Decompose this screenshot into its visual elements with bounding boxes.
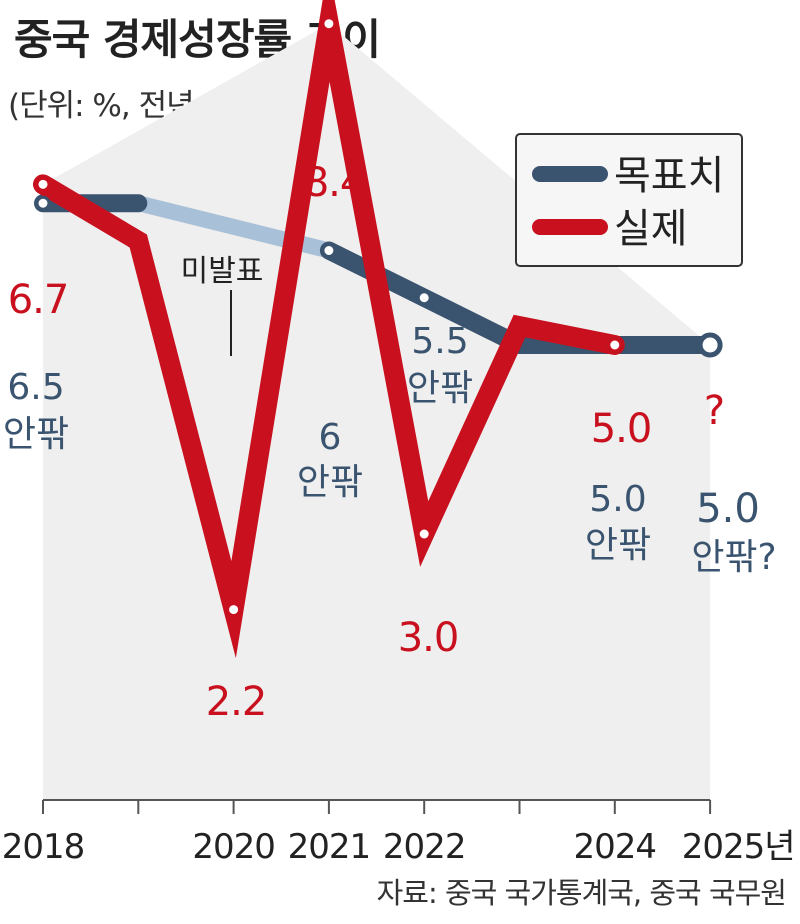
- x-tick-label: 2021: [288, 827, 371, 867]
- actual-marker: [416, 526, 432, 542]
- target-label-2022-value: 5.5: [411, 321, 468, 362]
- actual-marker: [35, 176, 51, 192]
- target-label-2018-suffix: 안팎: [3, 414, 69, 455]
- target-label-2021-value: 6: [319, 417, 342, 458]
- source-note: 자료: 중국 국가통계국, 중국 국무원: [376, 876, 787, 910]
- actual-label-2018: 6.7: [8, 277, 69, 323]
- markers: [35, 16, 723, 618]
- x-tick-label: 2022: [383, 827, 466, 867]
- legend-actual-label: 실제: [614, 206, 688, 252]
- actual-label-2021: 8.4: [304, 160, 365, 206]
- unannounced-label: 미발표: [181, 254, 264, 289]
- actual-labels: 6.7 2.2 8.4 3.0 5.0 ?: [8, 160, 725, 725]
- actual-label-2020: 2.2: [206, 679, 267, 725]
- actual-marker: [607, 337, 623, 353]
- x-tick-label: 2018: [2, 827, 85, 867]
- x-tick-label: 2025년: [682, 827, 795, 867]
- legend-target-label: 목표치: [614, 153, 724, 199]
- actual-marker: [321, 16, 337, 32]
- x-axis: 2018 2020 2021 2022 2024 2025년: [2, 799, 796, 867]
- legend: 목표치 실제: [515, 133, 743, 267]
- target-label-2024-value: 5.0: [589, 479, 646, 520]
- target-label-2024-suffix: 안팎: [585, 525, 651, 566]
- target-marker: [35, 195, 51, 211]
- target-marker: [416, 290, 432, 306]
- x-tick-label: 2020: [192, 827, 275, 867]
- actual-label-2025: ?: [704, 388, 724, 434]
- target-label-2018-value: 6.5: [7, 367, 64, 408]
- target-marker-2025: [697, 332, 723, 358]
- actual-label-2024: 5.0: [591, 406, 652, 452]
- target-marker: [321, 243, 337, 258]
- x-tick-label: 2024: [574, 827, 657, 867]
- target-label-2021-suffix: 안팎: [297, 462, 363, 503]
- target-label-2025-suffix: 안팎?: [691, 537, 776, 578]
- actual-marker: [226, 602, 242, 618]
- actual-label-2022: 3.0: [398, 615, 459, 661]
- target-label-2022-suffix: 안팎: [407, 368, 473, 409]
- target-labels: 6.5 안팎 6 안팎 5.5 안팎 5.0 안팎 5.0 안팎?: [3, 321, 777, 578]
- target-label-2025-value: 5.0: [696, 486, 760, 532]
